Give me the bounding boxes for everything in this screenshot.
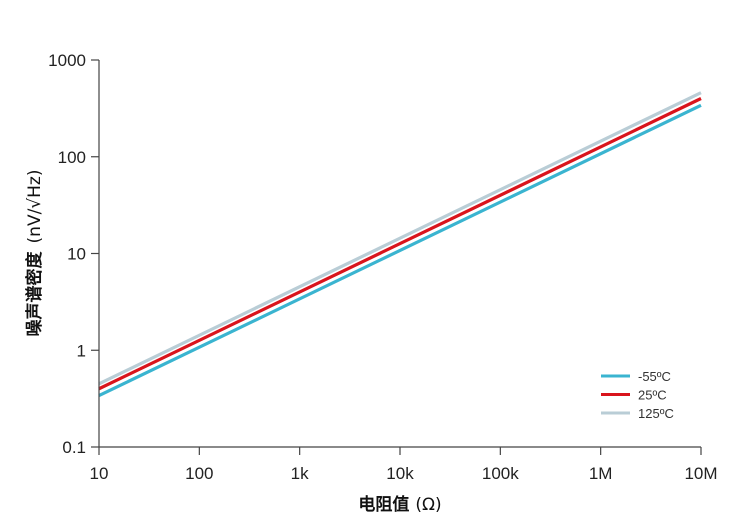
x-tick-label: 100k <box>482 464 519 483</box>
legend: -55ºC 25ºC 125ºC <box>601 369 674 421</box>
y-tick-label: 0.1 <box>62 438 86 457</box>
legend-label: 125ºC <box>638 406 674 421</box>
legend-label: -55ºC <box>638 369 671 384</box>
x-tick-label: 1M <box>589 464 613 483</box>
y-ticks: 0.1 1 10 100 1000 <box>48 51 99 457</box>
series-line <box>98 103 702 398</box>
x-tick-label: 100 <box>185 464 213 483</box>
y-axis-title: 噪声谱密度 (nV/√Hz) <box>24 170 45 337</box>
y-tick-label: 10 <box>67 245 86 264</box>
x-ticks: 10 100 1k 10k 100k 1M 10M <box>90 447 718 483</box>
x-axis-title-unit: (Ω) <box>415 495 441 515</box>
series-layer <box>98 91 702 398</box>
x-tick-label: 1k <box>291 464 309 483</box>
x-axis-title-main: 电阻值 <box>358 494 409 515</box>
series-line <box>98 91 702 386</box>
y-axis-title-unit: (nV/√Hz) <box>25 170 45 244</box>
x-tick-label: 10k <box>386 464 414 483</box>
series-line <box>98 97 702 391</box>
y-axis-title-main: 噪声谱密度 <box>24 250 45 336</box>
x-tick-label: 10 <box>90 464 109 483</box>
x-axis-title: 电阻值 (Ω) <box>358 494 441 515</box>
y-tick-label: 1 <box>77 341 86 360</box>
y-tick-label: 1000 <box>48 51 86 70</box>
legend-label: 25ºC <box>638 388 667 403</box>
x-tick-label: 10M <box>684 464 717 483</box>
y-tick-label: 100 <box>58 148 86 167</box>
